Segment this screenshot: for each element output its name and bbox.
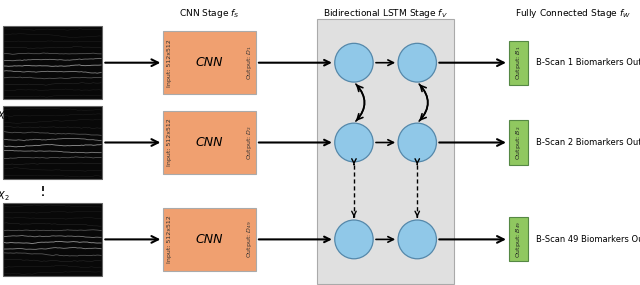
FancyArrowPatch shape: [376, 60, 394, 66]
FancyBboxPatch shape: [163, 208, 256, 271]
Ellipse shape: [398, 123, 436, 162]
FancyBboxPatch shape: [3, 106, 102, 179]
FancyBboxPatch shape: [509, 40, 528, 85]
Text: Bidirectional LSTM Stage $f_V$: Bidirectional LSTM Stage $f_V$: [323, 7, 448, 20]
FancyBboxPatch shape: [3, 26, 102, 99]
FancyArrowPatch shape: [259, 237, 330, 242]
Ellipse shape: [398, 220, 436, 259]
Text: CNN: CNN: [196, 56, 223, 69]
FancyArrowPatch shape: [376, 237, 394, 242]
FancyArrowPatch shape: [356, 84, 365, 120]
Text: B-Scan 2 Biomarkers Output: B-Scan 2 Biomarkers Output: [536, 138, 640, 147]
Ellipse shape: [398, 43, 436, 82]
Text: Output: $B_2$: Output: $B_2$: [514, 125, 523, 160]
FancyArrowPatch shape: [419, 86, 428, 121]
FancyArrowPatch shape: [259, 140, 330, 145]
Text: B-Scan 1 Biomarkers Output: B-Scan 1 Biomarkers Output: [536, 58, 640, 67]
Text: Input: 512x512: Input: 512x512: [167, 39, 172, 87]
FancyBboxPatch shape: [509, 120, 528, 165]
Text: Output: $D_2$: Output: $D_2$: [245, 125, 254, 160]
Text: B-Scan 49 Biomarkers Output: B-Scan 49 Biomarkers Output: [536, 235, 640, 244]
Text: Input: 512x512: Input: 512x512: [167, 119, 172, 166]
FancyArrowPatch shape: [356, 86, 365, 121]
Text: $X_2$: $X_2$: [0, 189, 10, 203]
FancyBboxPatch shape: [163, 31, 256, 94]
Text: CNN: CNN: [196, 136, 223, 149]
Text: Output: $D_{49}$: Output: $D_{49}$: [245, 221, 254, 258]
FancyBboxPatch shape: [163, 111, 256, 174]
FancyBboxPatch shape: [3, 203, 102, 276]
Text: $X_1$: $X_1$: [0, 109, 10, 123]
Ellipse shape: [335, 123, 373, 162]
Text: CNN Stage $f_S$: CNN Stage $f_S$: [179, 7, 240, 20]
FancyArrowPatch shape: [259, 60, 330, 66]
FancyArrowPatch shape: [376, 140, 394, 145]
FancyBboxPatch shape: [509, 217, 528, 262]
Text: Fully Connected Stage $f_W$: Fully Connected Stage $f_W$: [515, 7, 631, 20]
Text: Output: $D_1$: Output: $D_1$: [245, 45, 254, 80]
Ellipse shape: [335, 220, 373, 259]
Text: CNN: CNN: [196, 233, 223, 246]
Text: Output: $B_1$: Output: $B_1$: [514, 46, 523, 80]
Text: Input: 512x512: Input: 512x512: [167, 215, 172, 263]
FancyBboxPatch shape: [317, 19, 454, 284]
Text: Output: $B_{49}$: Output: $B_{49}$: [514, 221, 523, 258]
Ellipse shape: [335, 43, 373, 82]
FancyArrowPatch shape: [419, 84, 428, 120]
